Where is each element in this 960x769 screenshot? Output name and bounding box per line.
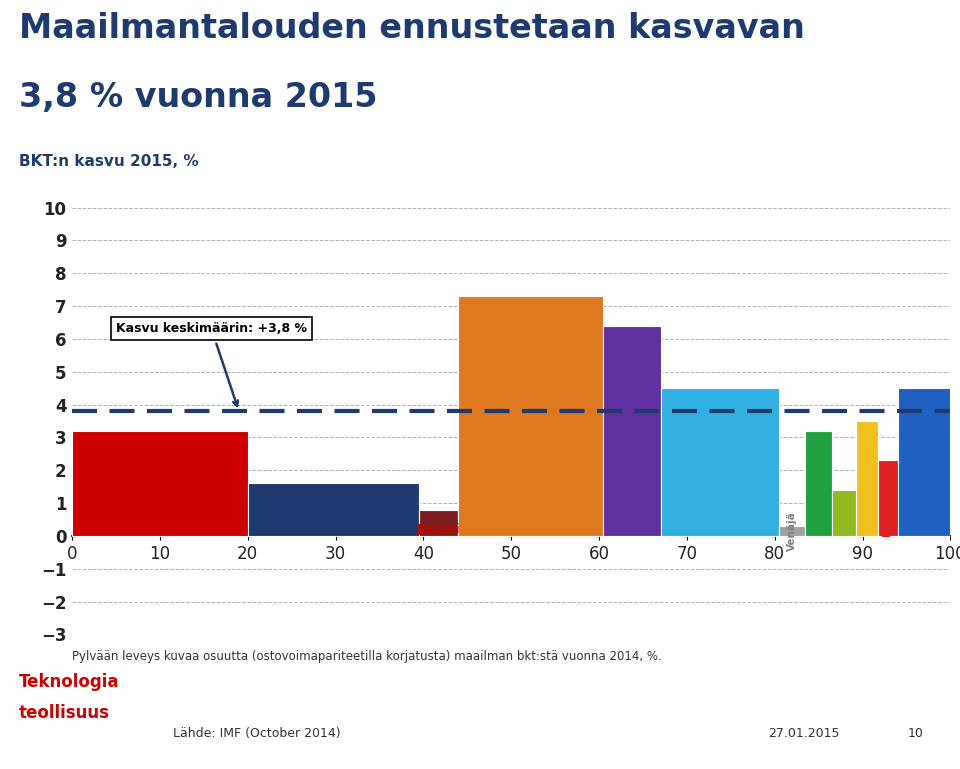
Bar: [780, 526, 805, 536]
Bar: [604, 326, 660, 536]
Text: Meksiko: Meksiko: [862, 454, 873, 503]
Text: Kiina: Kiina: [514, 320, 548, 333]
Bar: [856, 421, 878, 536]
Text: Intia: Intia: [616, 358, 648, 371]
Bar: [419, 510, 459, 536]
Text: Brasilia: Brasilia: [839, 491, 849, 535]
Text: Pylvään leveys kuvaa osuutta (ostovoimapariteetilla korjatusta) maailman bkt:stä: Pylvään leveys kuvaa osuutta (ostovoimap…: [72, 650, 661, 663]
Text: teollisuus: teollisuus: [19, 704, 110, 721]
Bar: [898, 388, 950, 536]
Text: Lähde: IMF (October 2014): Lähde: IMF (October 2014): [173, 727, 341, 740]
Text: Venäjä: Venäjä: [787, 511, 798, 551]
Bar: [805, 431, 831, 536]
Bar: [72, 431, 248, 536]
Text: Länsi-Eurooppa: Länsi-Eurooppa: [279, 497, 388, 510]
Text: Pohjois-Amerikka: Pohjois-Amerikka: [99, 447, 221, 460]
Bar: [878, 461, 898, 536]
Text: Kasvu keskimäärin: +3,8 %: Kasvu keskimäärin: +3,8 %: [116, 322, 307, 406]
Text: 10: 10: [907, 727, 924, 740]
Text: Teknologia: Teknologia: [19, 673, 120, 691]
Text: Muu it. Eurooppa: Muu it. Eurooppa: [814, 433, 824, 534]
Bar: [831, 490, 856, 536]
Text: 27.01.2015: 27.01.2015: [768, 727, 839, 740]
Text: Lähi-itä ja Afrikka: Lähi-itä ja Afrikka: [919, 409, 929, 514]
Text: Muu
Aasia: Muu Aasia: [701, 425, 739, 453]
Text: 3,8 % vuonna 2015: 3,8 % vuonna 2015: [19, 81, 377, 114]
Text: Maailmantalouden ennustetaan kasvavan: Maailmantalouden ennustetaan kasvavan: [19, 12, 805, 45]
Bar: [248, 484, 419, 536]
Text: Muu Lat. Am.: Muu Lat. Am.: [883, 459, 893, 538]
Text: Japani: Japani: [417, 523, 461, 536]
Bar: [459, 296, 604, 536]
Bar: [660, 388, 780, 536]
Text: BKT:n kasvu 2015, %: BKT:n kasvu 2015, %: [19, 154, 199, 169]
